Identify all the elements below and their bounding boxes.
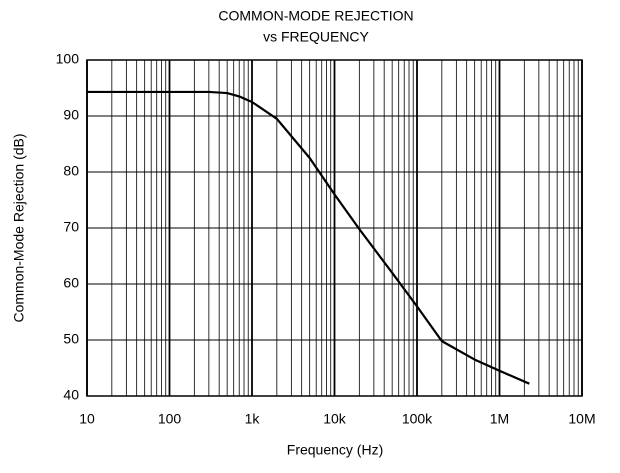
y-tick-label: 70	[63, 219, 79, 235]
x-tick-label: 100k	[402, 411, 433, 427]
y-tick-label: 40	[63, 387, 79, 403]
x-tick-label: 1k	[245, 411, 261, 427]
x-axis-label: Frequency (Hz)	[287, 442, 383, 458]
x-tick-label: 1M	[490, 411, 509, 427]
plot-frame	[86, 59, 583, 397]
y-axis-label: Common-Mode Rejection (dB)	[11, 133, 27, 322]
x-tick-label: 10M	[568, 411, 595, 427]
y-tick-label: 50	[63, 331, 79, 347]
x-tick-label: 100	[158, 411, 182, 427]
x-tick-label: 10k	[323, 411, 347, 427]
chart-title: COMMON-MODE REJECTION	[218, 8, 413, 24]
data-line	[87, 90, 530, 385]
y-tick-label: 100	[56, 51, 80, 67]
chart-subtitle: vs FREQUENCY	[263, 29, 369, 45]
y-tick-label: 90	[63, 107, 79, 123]
y-tick-label: 80	[63, 163, 79, 179]
x-tick-label: 10	[79, 411, 95, 427]
y-tick-label: 60	[63, 275, 79, 291]
